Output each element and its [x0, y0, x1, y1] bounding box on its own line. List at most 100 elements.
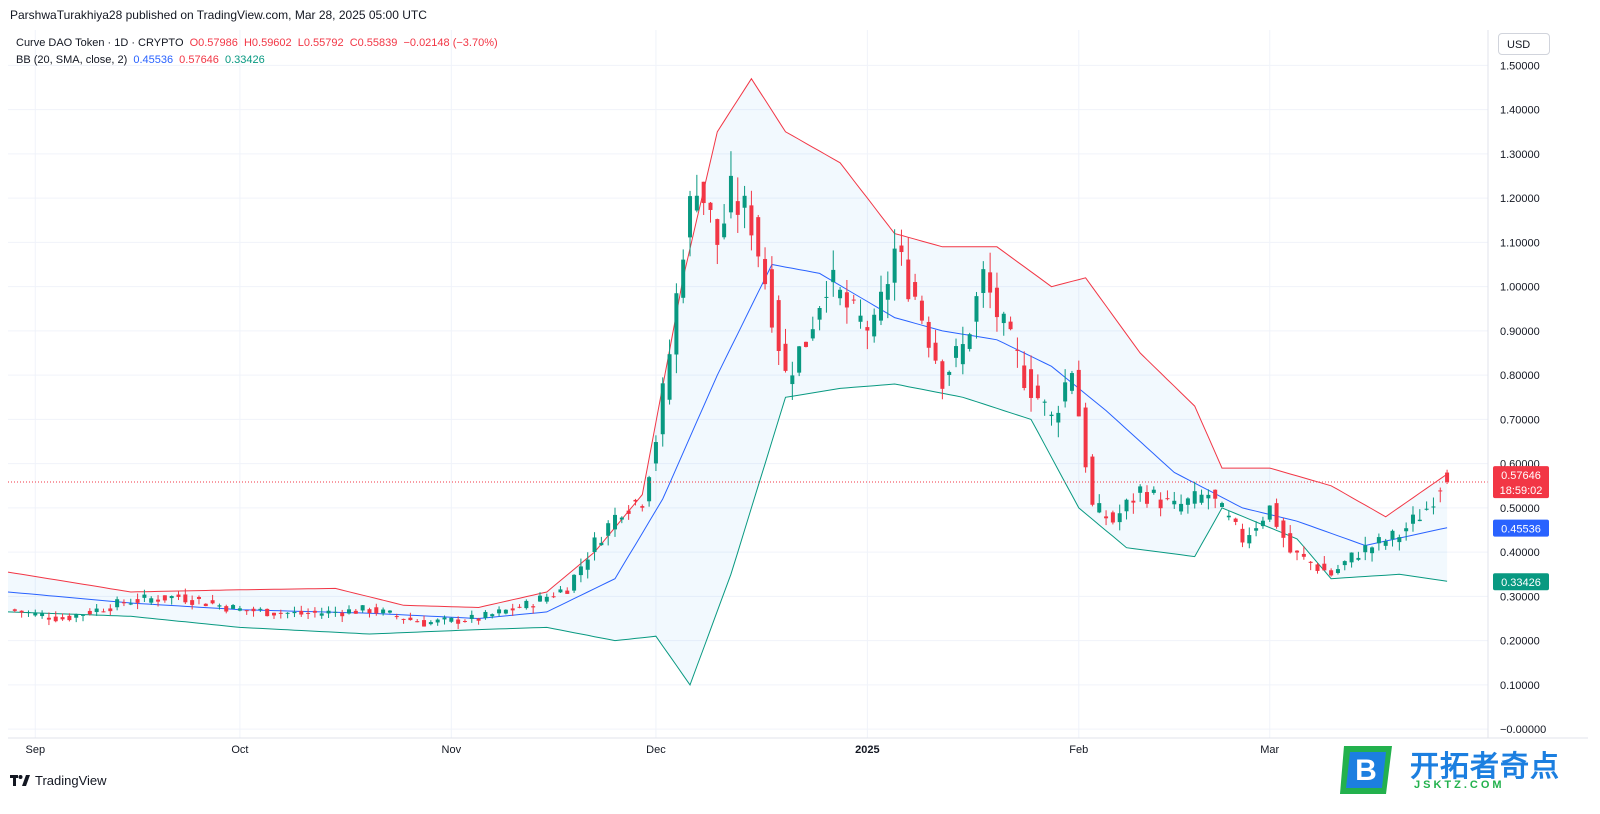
price-tick-label: 1.30000 [1500, 149, 1540, 161]
candle-body [1247, 535, 1252, 544]
candle-body [994, 287, 999, 318]
candle-body [878, 291, 883, 321]
candle-body [613, 514, 618, 530]
candle-body [647, 477, 652, 502]
candle-body [46, 617, 51, 620]
candle-body [101, 611, 106, 613]
candle-body [1267, 505, 1272, 520]
candle-body [619, 517, 624, 520]
bollinger-band-fill [8, 78, 1448, 685]
candle-body [565, 590, 570, 594]
candle-body [1404, 528, 1409, 532]
indicator-legend-row[interactable]: BB (20, SMA, close, 2) 0.45536 0.57646 0… [16, 52, 501, 69]
candle-body [865, 327, 870, 331]
time-tick-label: 2025 [855, 744, 879, 756]
candle-body [510, 608, 515, 611]
symbol-legend-row[interactable]: Curve DAO Token · 1D · CRYPTO O0.57986 H… [16, 35, 501, 52]
candle-body [1158, 499, 1163, 509]
tradingview-logo-icon [10, 774, 30, 786]
candle-body [797, 346, 802, 373]
candle-body [1308, 561, 1313, 563]
candle-body [1117, 513, 1122, 523]
ohlc-low: L0.55792 [297, 37, 344, 49]
price-tick-label: 0.50000 [1500, 503, 1540, 515]
candle-body [1063, 382, 1068, 402]
price-tick-label: −0.00000 [1500, 724, 1546, 736]
candle-body [1445, 472, 1450, 483]
candle-body [906, 259, 911, 300]
watermark-brand-text: 开拓者奇点 [1410, 749, 1561, 783]
tradingview-logo[interactable]: TradingView [10, 773, 107, 788]
basis-price-label-bg [1493, 519, 1549, 537]
candle-body [285, 612, 290, 614]
candle-body [926, 321, 931, 348]
time-axis[interactable]: Sep Oct Nov Dec 2025 Feb Mar [25, 744, 1279, 756]
candle-body [824, 296, 829, 298]
currency-button[interactable]: USD [1498, 33, 1550, 55]
price-tick-label: 1.40000 [1500, 105, 1540, 117]
candle-body [1281, 520, 1286, 538]
candle-body [476, 618, 481, 621]
candle-body [367, 609, 372, 614]
candle-body [19, 610, 24, 613]
candle-body [415, 621, 420, 623]
candle-body [278, 612, 283, 614]
candle-body [858, 315, 863, 322]
candle-body [1165, 498, 1170, 500]
candle-body [306, 612, 311, 614]
candle-body [1049, 414, 1054, 417]
candle-body [790, 375, 795, 385]
candle-body [387, 610, 392, 613]
candle-body [974, 296, 979, 322]
candle-body [1090, 456, 1095, 505]
candle-body [913, 282, 918, 297]
candle-body [149, 598, 154, 603]
candle-body [401, 618, 406, 620]
candle-body [1015, 349, 1020, 351]
candle-body [1151, 489, 1156, 493]
ohlc-open: O0.57986 [189, 37, 238, 49]
price-change: −0.02148 (−3.70%) [403, 37, 498, 49]
candle-body [701, 181, 706, 204]
candle-body [183, 594, 188, 603]
candle-body [810, 329, 815, 339]
lower-band-price-label: 0.33426 [1501, 577, 1541, 589]
candle-body [851, 299, 856, 301]
chart-grid [8, 30, 1488, 738]
price-tick-label: 0.70000 [1500, 414, 1540, 426]
chart-legend: Curve DAO Token · 1D · CRYPTO O0.57986 H… [16, 35, 501, 69]
candle-body [681, 259, 686, 298]
last-price-tag-bg [1493, 466, 1549, 499]
candle-body [756, 217, 761, 257]
candle-body [954, 346, 959, 358]
candle-body [422, 620, 427, 627]
candle-body [1356, 557, 1361, 560]
candle-body [462, 620, 467, 622]
candle-body [1008, 321, 1013, 330]
candle-body [899, 245, 904, 253]
candle-body [551, 596, 556, 598]
candle-body [449, 617, 454, 622]
candle-body [60, 617, 65, 620]
candle-body [353, 610, 358, 614]
time-tick-label: Sep [25, 744, 45, 756]
candle-body [394, 616, 399, 618]
candle-body [544, 596, 549, 602]
candle-body [1110, 512, 1115, 523]
price-tick-label: 0.20000 [1500, 636, 1540, 648]
candle-body [1131, 500, 1136, 503]
watermark-domain-text: JSKTZ.COM [1414, 779, 1505, 791]
candle-body [108, 608, 113, 612]
time-tick-label: Oct [231, 744, 248, 756]
candle-body [26, 612, 31, 614]
candle-body [40, 613, 45, 617]
candle-body [435, 619, 440, 623]
candle-body [769, 269, 774, 328]
candle-body [1370, 547, 1375, 554]
candlestick-series [12, 151, 1450, 630]
bb-lower-value: 0.33426 [224, 54, 265, 66]
candle-body [231, 605, 236, 609]
watermark-logo-letter: B [1355, 754, 1377, 787]
price-axis[interactable]: 1.50000 1.40000 1.30000 1.20000 1.10000 1.000… [1500, 60, 1546, 736]
